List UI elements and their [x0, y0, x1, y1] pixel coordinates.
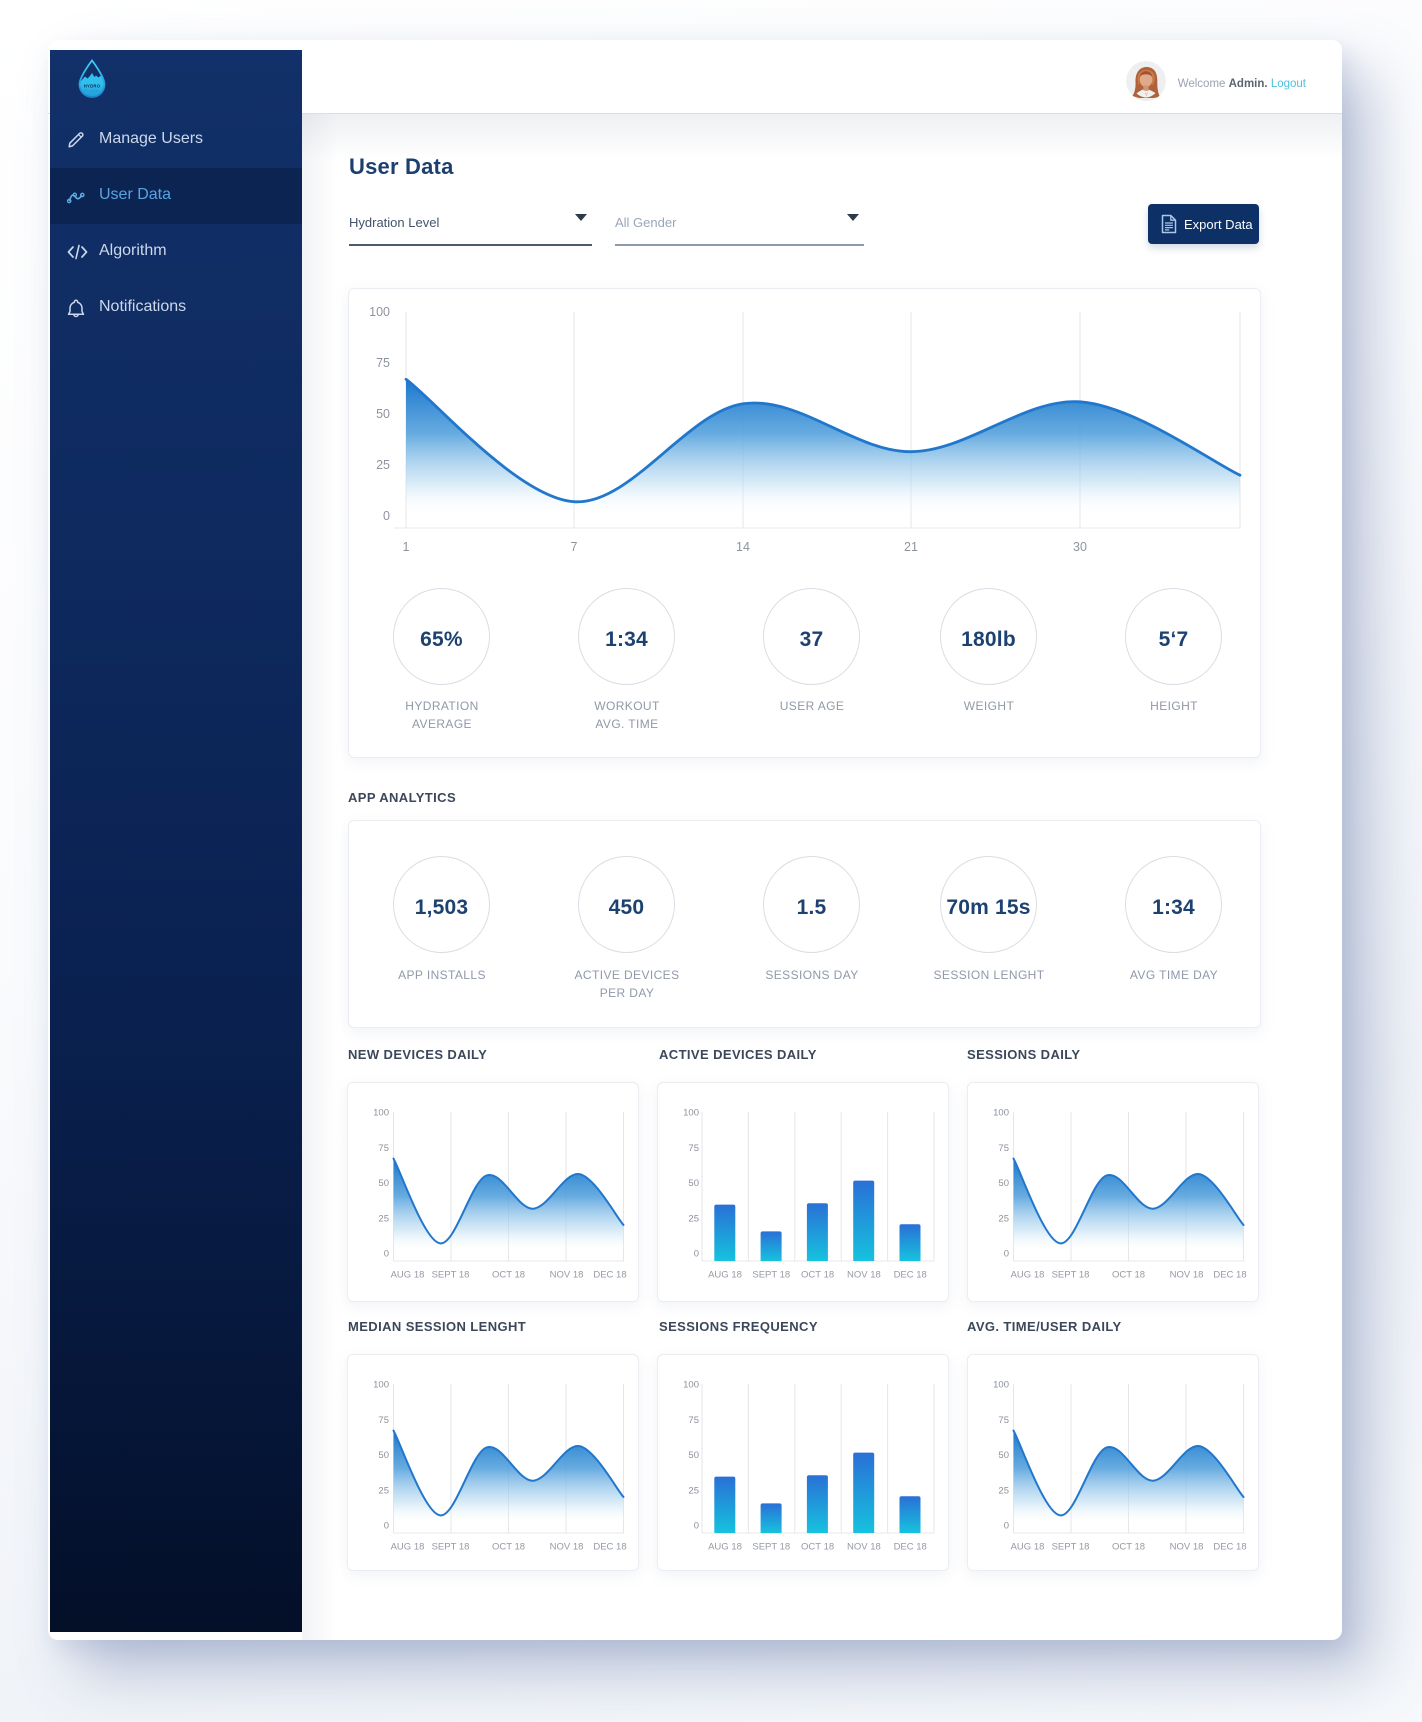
svg-text:21: 21	[904, 540, 918, 554]
svg-text:0: 0	[383, 509, 390, 523]
svg-text:SEPT 18: SEPT 18	[432, 1270, 470, 1281]
svg-text:50: 50	[998, 1178, 1009, 1189]
svg-text:0: 0	[1004, 1249, 1009, 1260]
svg-text:SEPT 18: SEPT 18	[752, 1270, 790, 1281]
svg-text:AUG 18: AUG 18	[708, 1270, 742, 1281]
svg-text:25: 25	[688, 1213, 699, 1224]
svg-text:14: 14	[736, 540, 750, 554]
svg-text:25: 25	[688, 1485, 699, 1496]
svg-text:AUG 18: AUG 18	[391, 1270, 425, 1281]
svg-text:100: 100	[993, 1108, 1009, 1119]
svg-text:100: 100	[373, 1108, 389, 1119]
svg-text:NOV 18: NOV 18	[847, 1542, 881, 1553]
svg-text:NOV 18: NOV 18	[550, 1542, 584, 1553]
svg-text:100: 100	[369, 305, 390, 319]
svg-text:75: 75	[998, 1415, 1009, 1426]
svg-text:25: 25	[376, 458, 390, 472]
svg-text:DEC 18: DEC 18	[894, 1542, 927, 1553]
svg-text:OCT 18: OCT 18	[492, 1542, 525, 1553]
svg-text:NOV 18: NOV 18	[1170, 1542, 1204, 1553]
svg-text:75: 75	[378, 1143, 389, 1154]
svg-text:25: 25	[998, 1213, 1009, 1224]
svg-text:50: 50	[378, 1178, 389, 1189]
svg-text:30: 30	[1073, 540, 1087, 554]
svg-text:75: 75	[998, 1143, 1009, 1154]
svg-text:SEPT 18: SEPT 18	[1052, 1542, 1090, 1553]
svg-text:NOV 18: NOV 18	[1170, 1270, 1204, 1281]
svg-text:AUG 18: AUG 18	[708, 1542, 742, 1553]
svg-text:OCT 18: OCT 18	[492, 1270, 525, 1281]
svg-text:100: 100	[683, 1380, 699, 1391]
svg-text:DEC 18: DEC 18	[1213, 1270, 1246, 1281]
svg-text:25: 25	[378, 1213, 389, 1224]
svg-text:25: 25	[998, 1485, 1009, 1496]
svg-text:SEPT 18: SEPT 18	[1052, 1270, 1090, 1281]
svg-text:7: 7	[571, 540, 578, 554]
svg-text:DEC 18: DEC 18	[593, 1542, 626, 1553]
svg-text:50: 50	[688, 1178, 699, 1189]
svg-text:50: 50	[376, 407, 390, 421]
svg-text:100: 100	[373, 1380, 389, 1391]
svg-text:50: 50	[998, 1450, 1009, 1461]
svg-text:OCT 18: OCT 18	[1112, 1270, 1145, 1281]
svg-text:50: 50	[688, 1450, 699, 1461]
svg-text:DEC 18: DEC 18	[593, 1270, 626, 1281]
svg-text:50: 50	[378, 1450, 389, 1461]
svg-text:DEC 18: DEC 18	[894, 1270, 927, 1281]
svg-text:0: 0	[694, 1521, 699, 1532]
svg-text:SEPT 18: SEPT 18	[752, 1542, 790, 1553]
svg-text:DEC 18: DEC 18	[1213, 1542, 1246, 1553]
svg-text:OCT 18: OCT 18	[801, 1270, 834, 1281]
svg-text:100: 100	[993, 1380, 1009, 1391]
svg-text:HYDRO: HYDRO	[84, 84, 101, 89]
svg-text:100: 100	[683, 1108, 699, 1119]
svg-text:AUG 18: AUG 18	[1011, 1542, 1045, 1553]
svg-text:0: 0	[694, 1249, 699, 1260]
svg-text:OCT 18: OCT 18	[801, 1542, 834, 1553]
svg-text:OCT 18: OCT 18	[1112, 1542, 1145, 1553]
svg-text:0: 0	[1004, 1521, 1009, 1532]
svg-text:NOV 18: NOV 18	[550, 1270, 584, 1281]
svg-text:25: 25	[378, 1485, 389, 1496]
svg-text:0: 0	[384, 1521, 389, 1532]
svg-text:75: 75	[376, 356, 390, 370]
svg-text:AUG 18: AUG 18	[391, 1542, 425, 1553]
svg-text:75: 75	[688, 1415, 699, 1426]
svg-text:75: 75	[688, 1143, 699, 1154]
svg-text:SEPT 18: SEPT 18	[432, 1542, 470, 1553]
svg-text:0: 0	[384, 1249, 389, 1260]
svg-text:AUG 18: AUG 18	[1011, 1270, 1045, 1281]
svg-text:75: 75	[378, 1415, 389, 1426]
svg-text:NOV 18: NOV 18	[847, 1270, 881, 1281]
svg-text:FLASK: FLASK	[84, 88, 99, 93]
svg-text:1: 1	[403, 540, 410, 554]
